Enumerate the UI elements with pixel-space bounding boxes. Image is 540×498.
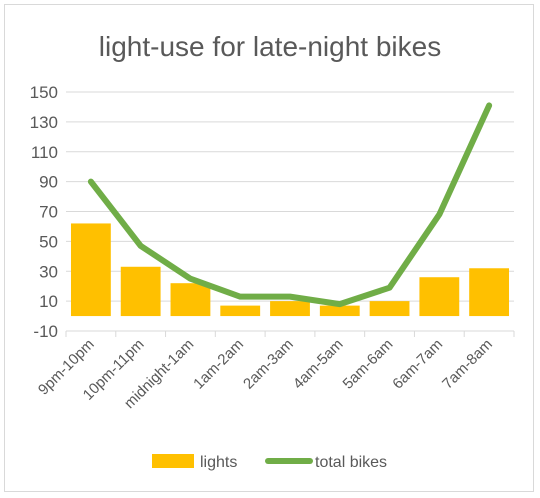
- y-tick-label: 90: [39, 173, 58, 192]
- y-tick-label: 110: [31, 143, 58, 162]
- bar-lights: [170, 283, 211, 317]
- line-series: [87, 102, 493, 308]
- legend-swatch-lights: [152, 454, 194, 468]
- x-tick-label: 2am-3am: [240, 336, 297, 393]
- y-tick-label: 50: [39, 232, 58, 251]
- legend-label-total-bikes: total bikes: [315, 454, 387, 471]
- gridlines: [65, 91, 515, 337]
- bar-lights: [419, 277, 460, 317]
- x-tick-label: 7am-8am: [439, 336, 496, 393]
- x-tick-label: 4am-5am: [290, 336, 347, 393]
- y-tick-label: 130: [30, 113, 58, 132]
- y-tick-label: 70: [39, 203, 58, 222]
- bar-lights: [270, 301, 310, 317]
- bar-lights: [120, 266, 161, 317]
- y-tick-label: 150: [30, 83, 58, 102]
- y-tick-label: 30: [39, 262, 58, 281]
- x-tick-label: 6am-7am: [389, 336, 446, 393]
- y-tick-label: -10: [33, 322, 58, 341]
- y-axis: 150 130 110 90 70 50 30 10 -10: [30, 83, 58, 341]
- line-total-bikes: [87, 102, 493, 308]
- bar-lights: [369, 301, 410, 317]
- legend: lights total bikes: [152, 454, 387, 471]
- x-axis: 9pm-10pm10pm-11pmmidnight-1am1am-2am2am-…: [35, 336, 496, 412]
- bar-lights: [70, 223, 111, 317]
- chart-title: light-use for late-night bikes: [99, 31, 441, 62]
- bar-lights: [469, 268, 510, 317]
- legend-label-lights: lights: [200, 454, 237, 471]
- x-tick-label: 1am-2am: [190, 336, 247, 393]
- x-tick-label: 5am-6am: [340, 336, 397, 393]
- bar-lights: [319, 305, 360, 317]
- bars: [70, 223, 510, 317]
- y-tick-label: 10: [39, 292, 58, 311]
- bar-lights: [220, 305, 261, 317]
